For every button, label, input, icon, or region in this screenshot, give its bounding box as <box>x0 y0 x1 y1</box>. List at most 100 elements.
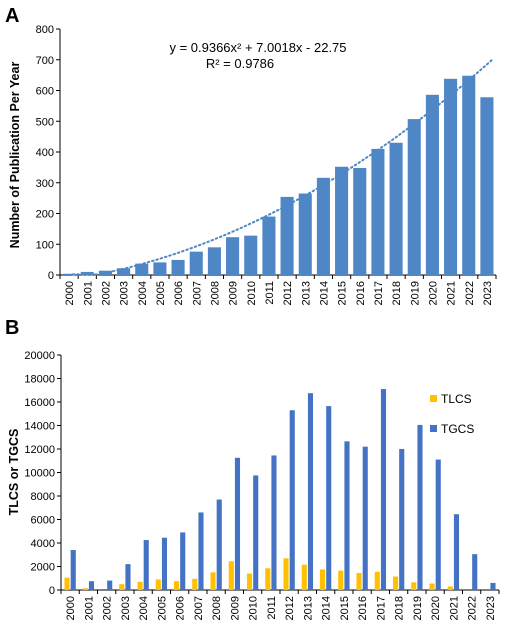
chart-b-x-tick-label: 2007 <box>193 596 205 620</box>
chart-b-x-tick-label: 2003 <box>120 596 132 620</box>
chart-a-bar <box>244 235 258 275</box>
chart-b-bar-tlcs <box>265 568 271 590</box>
chart-a-y-tick-label: 700 <box>36 55 54 67</box>
chart-b-bar-tgcs <box>70 550 76 590</box>
chart-b-x-tick-label: 2022 <box>467 596 479 620</box>
chart-b-bar-tgcs <box>143 540 149 590</box>
chart-b-x-tick-label: 2020 <box>430 596 442 620</box>
chart-a-y-tick-label: 300 <box>36 178 54 190</box>
chart-b-y-tick-label: 18000 <box>24 374 55 386</box>
chart-b-x-tick-label: 2008 <box>211 596 223 620</box>
chart-b-bar-tgcs <box>453 514 460 590</box>
chart-b-x-tick-label: 2015 <box>339 596 351 620</box>
chart-a-x-tick-label: 2017 <box>373 281 385 305</box>
chart-a-x-tick-label: 2006 <box>173 281 185 305</box>
chart-a-x-tick-label: 2020 <box>427 281 439 305</box>
chart-b-x-tick-label: 2004 <box>138 596 150 620</box>
chart-a-x-tick-label: 2000 <box>64 281 76 305</box>
chart-a-x-tick-label: 2014 <box>318 281 330 305</box>
chart-a-x-tick-label: 2010 <box>246 281 258 305</box>
chart-a-bar <box>407 119 421 275</box>
legend-label-tgcs: TGCS <box>441 422 474 436</box>
chart-b-bar-tgcs <box>253 475 259 590</box>
chart-b-bar-tlcs <box>374 571 380 590</box>
chart-b-bar-tlcs <box>411 582 417 590</box>
chart-b-bar-tgcs <box>234 457 241 590</box>
chart-b-y-tick-label: 2000 <box>31 562 55 574</box>
chart-a-bar <box>262 216 276 275</box>
chart-b-bar-tgcs <box>307 393 314 590</box>
chart-a-bar <box>171 259 185 275</box>
chart-b-bar-tgcs <box>417 424 423 590</box>
chart-a-x-tick-label: 2022 <box>464 281 476 305</box>
chart-b-bar-tlcs <box>210 572 216 590</box>
chart-b-y-tick-label: 14000 <box>24 421 55 433</box>
chart-b-y-tick-label: 6000 <box>31 515 55 527</box>
chart-b-bar-tlcs <box>356 572 362 590</box>
chart-a-x-tick-label: 2009 <box>228 281 240 305</box>
chart-b-x-tick-label: 2012 <box>284 596 296 620</box>
chart-b-bar-tgcs <box>362 446 368 590</box>
chart-a-y-tick-label: 500 <box>36 116 54 128</box>
chart-b-bar-tgcs <box>271 455 277 590</box>
chart-a-x-tick-label: 2003 <box>119 281 131 305</box>
chart-b-x-tick-label: 2001 <box>83 596 95 620</box>
chart-a-y-tick-label: 600 <box>36 86 54 98</box>
chart-b-bar-tlcs <box>338 570 344 590</box>
chart-b-x-tick-label: 2010 <box>248 596 260 620</box>
chart-b-bar-tgcs <box>88 581 95 590</box>
chart-b-legend: TLCS TGCS <box>430 392 474 436</box>
chart-b-x-tick-label: 2006 <box>175 596 187 620</box>
chart-a-bar <box>135 263 149 275</box>
chart-b-bar-tlcs <box>173 581 180 590</box>
chart-b-ylabel: TLCS or TGCS <box>7 429 21 516</box>
chart-a-y-tick-label: 400 <box>36 147 54 159</box>
chart-a-y-tick-label: 200 <box>36 209 54 221</box>
chart-a-x-tick-label: 2013 <box>300 281 312 305</box>
chart-a: 0 100 200 300 400 500 600 700 800 2000 2001 2002 200… <box>36 24 497 305</box>
chart-a-bar <box>335 166 349 275</box>
chart-a-x-tick-label: 2005 <box>155 281 167 305</box>
chart-b-bar-tgcs <box>198 512 204 590</box>
chart-a-x-tick-label: 2016 <box>355 281 367 305</box>
chart-b-y-tick-label: 20000 <box>24 350 55 362</box>
chart-b-x-tick-label: 2011 <box>266 596 278 620</box>
chart-a-bar <box>480 97 494 275</box>
chart-b-bar-tlcs <box>192 578 198 590</box>
panel-b-letter: B <box>5 317 19 339</box>
chart-a-bar <box>62 273 76 275</box>
chart-a-x-tick-label: 2004 <box>137 281 149 305</box>
chart-b-bar-tgcs <box>216 499 222 590</box>
chart-b-bar-tlcs <box>392 576 399 590</box>
chart-a-bar <box>444 78 458 275</box>
chart-b-y-tick-label: 16000 <box>24 397 55 409</box>
chart-b-bar-tgcs <box>180 532 186 590</box>
chart-a-x-tick-label: 2015 <box>337 281 349 305</box>
chart-b-bar-tgcs <box>161 537 168 590</box>
chart-a-ylabel: Number of Publication Per Year <box>8 62 22 249</box>
chart-b-x-tick-label: 2002 <box>102 596 114 620</box>
chart-b-bar-tlcs <box>301 564 307 590</box>
chart-b-x-tick-label: 2009 <box>229 596 241 620</box>
chart-b-y-tick-label: 8000 <box>31 491 55 503</box>
legend-swatch-tgcs <box>430 425 437 432</box>
chart-b-bar-tlcs <box>137 581 143 590</box>
chart-a-bar <box>298 193 312 275</box>
chart-b-x-tick-label: 2018 <box>394 596 406 620</box>
chart-a-trendline <box>71 58 494 276</box>
chart-b-bar-tgcs <box>472 554 478 590</box>
chart-b-bar-tlcs <box>447 586 453 590</box>
chart-b-y-tick-label: 0 <box>49 585 55 597</box>
chart-b-x-tick-label: 2000 <box>65 596 77 620</box>
chart-b-x-tick-label: 2021 <box>448 596 460 620</box>
chart-a-x-tick-label: 2008 <box>209 281 221 305</box>
chart-a-x-tick-label: 2018 <box>391 281 403 305</box>
chart-b-x-tick-label: 2014 <box>321 596 333 620</box>
chart-a-y-tick-label: 800 <box>36 24 54 36</box>
chart-a-x-tick-label: 2019 <box>409 281 421 305</box>
chart-b-bar-tgcs <box>399 449 405 590</box>
chart-b-y-tick-label: 4000 <box>31 538 55 550</box>
chart-a-y-tick-label: 0 <box>48 270 54 282</box>
chart-a-bar <box>389 142 403 275</box>
chart-a-x-tick-label: 2001 <box>82 281 94 305</box>
